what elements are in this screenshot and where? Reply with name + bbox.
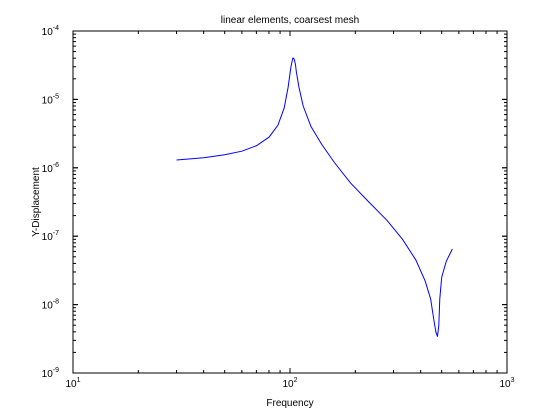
x-tick-label: 101: [65, 377, 80, 390]
x-tick-label: 103: [499, 377, 514, 390]
x-axis-label: Frequency: [266, 398, 313, 409]
series-line-1: [176, 57, 453, 337]
y-tick-label: 10-8: [42, 299, 59, 312]
series-group: [176, 57, 453, 337]
y-tick-label: 10-7: [42, 230, 59, 243]
chart-title: linear elements, coarsest mesh: [221, 15, 359, 26]
y-tick-label: 10-6: [42, 162, 59, 175]
x-tick-label: 102: [282, 377, 297, 390]
y-tick-label: 10-4: [42, 25, 59, 38]
y-axis-label: Y-Displacement: [31, 167, 42, 237]
y-tick-label: 10-9: [42, 367, 59, 380]
plot-area: [72, 30, 508, 374]
axis-ticks: 101 102 103 10-9 10-8 10-7 10-6 10-5 10-4: [42, 25, 515, 390]
y-tick-label: 10-5: [42, 93, 59, 106]
